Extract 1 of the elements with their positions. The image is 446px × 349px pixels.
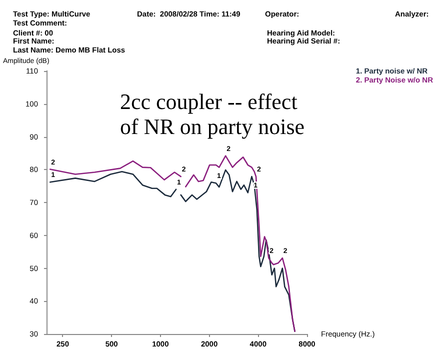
text: 2cc coupler -- effect of NR on party noise [120, 89, 305, 139]
